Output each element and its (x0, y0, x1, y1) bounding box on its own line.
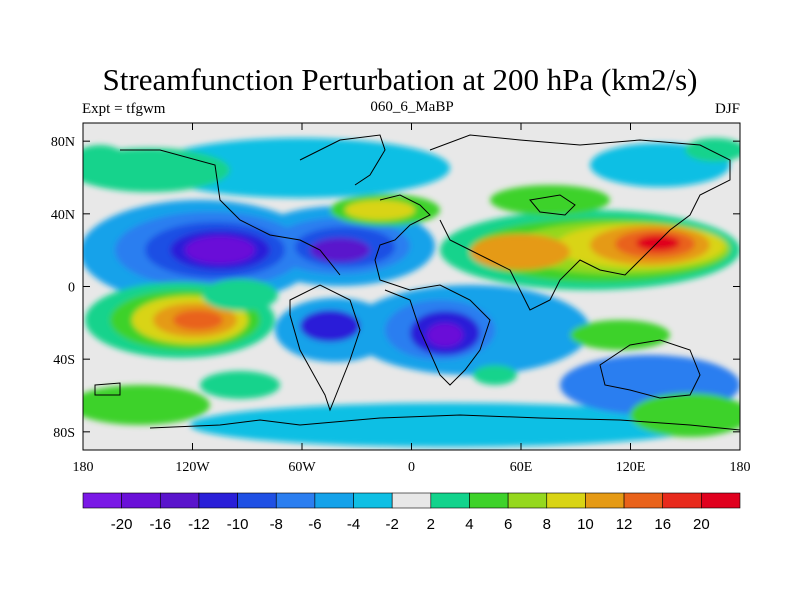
field-contour (685, 138, 740, 162)
y-tick-label: 40S (53, 353, 75, 368)
colorbar-label: 16 (654, 516, 671, 533)
colorbar-swatch (314, 492, 354, 509)
y-tick-label: 40N (51, 208, 75, 223)
field-layer (83, 134, 740, 447)
colorbar-swatch (121, 492, 161, 509)
colorbar-swatch (585, 492, 625, 509)
y-tick-label: 80S (53, 426, 75, 441)
colorbar-swatch (159, 492, 200, 509)
coastline-south-america (289, 284, 361, 412)
colorbar-label: 6 (504, 516, 512, 533)
coastline-australia (599, 339, 701, 399)
colorbar-swatch (546, 492, 586, 509)
colorbar-swatch (469, 492, 509, 509)
coastline-inland-sea (529, 194, 576, 216)
x-tick-label: 180 (730, 460, 751, 475)
coastline-eurasia (429, 134, 731, 311)
colorbar-label: -2 (386, 516, 399, 533)
field-contour (470, 234, 570, 270)
colorbar-label: 4 (465, 516, 473, 533)
colorbar-swatch (623, 492, 664, 509)
colorbar-swatch (507, 492, 548, 509)
colorbar-swatch (391, 492, 432, 509)
colorbar-label: -16 (149, 516, 171, 533)
colorbar-label: -8 (270, 516, 283, 533)
field-contour (473, 365, 517, 385)
colorbar-label: -12 (188, 516, 210, 533)
colorbar-label: 8 (543, 516, 551, 533)
y-tick-label: 80N (51, 135, 75, 150)
chart-title: Streamfunction Perturbation at 200 hPa (… (102, 62, 698, 97)
coastline-africa (374, 194, 491, 386)
colorbar: -20 -16 -12 -10 -8 -6 -4 -2 2 4 6 8 10 12 16 20 (82, 492, 741, 533)
colorbar-label: -6 (308, 516, 321, 533)
field-contour (150, 138, 450, 198)
field-contour (345, 200, 415, 220)
x-axis: 180 120W 60W 0 60E 120E 180 (73, 123, 751, 475)
field-contour (173, 310, 223, 330)
field-contour (202, 279, 278, 311)
experiment-label: Expt = tfgwm (82, 101, 166, 117)
colorbar-label: 10 (577, 516, 594, 533)
coastline-island (94, 382, 121, 396)
y-tick-label: 0 (68, 281, 75, 296)
field-contour (490, 185, 610, 215)
colorbar-label: -4 (347, 516, 360, 533)
colorbar-swatch (275, 492, 316, 509)
case-label: 060_6_MaBP (370, 99, 454, 115)
x-tick-label: 60W (288, 460, 316, 475)
coastline-greenland (299, 134, 386, 186)
coastlines (94, 134, 740, 431)
y-axis: 80N 40N 0 40S 80S (51, 135, 740, 441)
colorbar-swatch (198, 492, 238, 509)
field-contour (83, 385, 210, 425)
season-label: DJF (714, 101, 740, 117)
field-contour (636, 235, 680, 251)
x-tick-label: 120W (175, 460, 210, 475)
x-tick-label: 0 (408, 460, 415, 475)
field-contour (300, 310, 360, 342)
field-contour (630, 393, 740, 437)
colorbar-swatch (662, 492, 702, 509)
colorbar-swatch (430, 492, 470, 509)
colorbar-label: 20 (693, 516, 710, 533)
field-contour (570, 320, 670, 350)
field-contour (83, 145, 130, 185)
colorbar-swatch (353, 492, 393, 509)
x-tick-label: 60E (510, 460, 533, 475)
colorbar-label: -10 (227, 516, 249, 533)
x-tick-label: 180 (73, 460, 94, 475)
field-contour (200, 371, 280, 399)
colorbar-swatch (701, 492, 741, 509)
colorbar-swatch (82, 492, 122, 509)
coastline-north-america (120, 149, 341, 276)
colorbar-label: 12 (616, 516, 633, 533)
colorbar-label: 2 (427, 516, 435, 533)
coastline-antarctica (149, 414, 740, 431)
x-tick-label: 120E (616, 460, 646, 475)
field-contour (427, 323, 463, 347)
field-contour (190, 403, 710, 447)
field-contour (185, 236, 255, 264)
colorbar-label: -20 (111, 516, 133, 533)
colorbar-swatch (237, 492, 277, 509)
